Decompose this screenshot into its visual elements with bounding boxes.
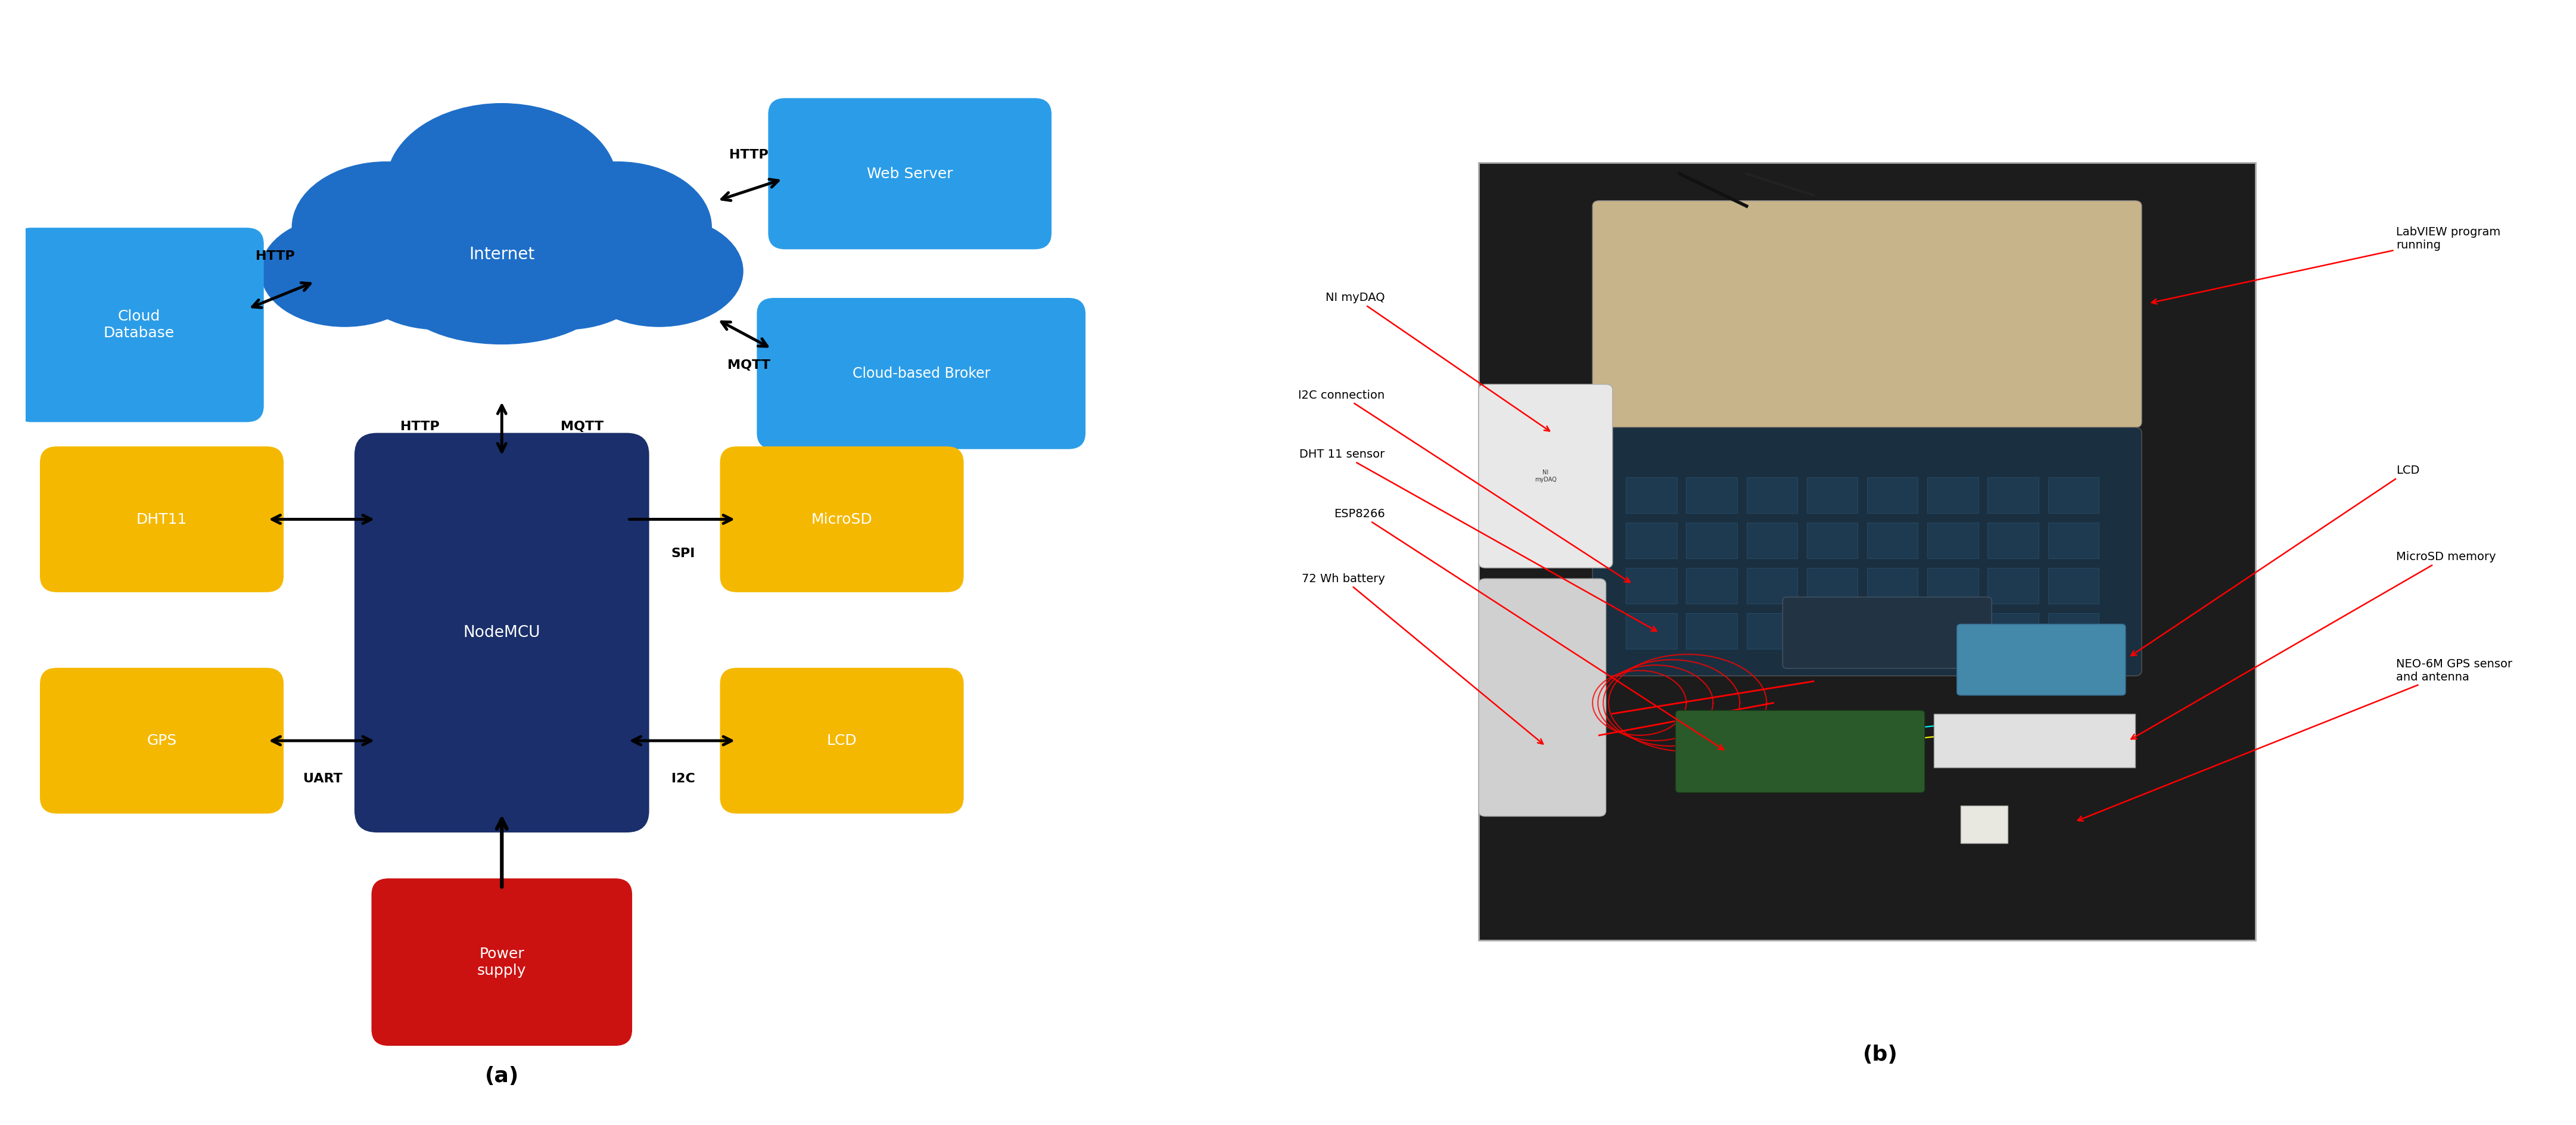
Bar [1935,713,2136,767]
Text: LCD: LCD [2130,465,2419,656]
Bar [1806,477,1857,513]
Ellipse shape [523,162,711,292]
FancyBboxPatch shape [1958,624,2125,695]
Text: HTTP: HTTP [729,148,768,161]
FancyBboxPatch shape [39,447,283,592]
Ellipse shape [574,216,742,326]
Bar [1747,568,1798,603]
Bar [1806,613,1857,649]
Ellipse shape [355,227,523,330]
Bar [1927,477,1978,513]
FancyBboxPatch shape [15,227,263,422]
Text: LCD: LCD [827,734,858,748]
Text: NodeMCU: NodeMCU [464,626,541,640]
Bar [1868,522,1919,558]
FancyBboxPatch shape [1592,200,2141,428]
FancyBboxPatch shape [355,433,649,832]
Bar [1960,806,2007,844]
Text: I2C: I2C [672,773,696,785]
Text: Cloud-based Broker: Cloud-based Broker [853,367,989,380]
Bar [1868,477,1919,513]
FancyBboxPatch shape [757,298,1084,449]
Bar [1989,613,2038,649]
Bar [2048,613,2099,649]
Bar [1747,477,1798,513]
FancyBboxPatch shape [721,668,963,813]
FancyBboxPatch shape [1592,428,2141,676]
Bar [1989,522,2038,558]
Text: GPS: GPS [147,734,178,748]
Text: HTTP: HTTP [255,251,294,262]
Text: DHT11: DHT11 [137,512,188,526]
Ellipse shape [291,162,482,292]
FancyBboxPatch shape [1674,711,1924,792]
Ellipse shape [482,227,649,330]
Bar [1927,568,1978,603]
Text: (a): (a) [484,1066,518,1087]
FancyBboxPatch shape [768,98,1051,250]
Bar [1927,613,1978,649]
Text: MicroSD memory: MicroSD memory [2130,551,2496,739]
Bar [1625,568,1677,603]
Bar [1989,568,2038,603]
Text: MQTT: MQTT [726,360,770,371]
Text: 72 Wh battery: 72 Wh battery [1301,573,1543,744]
Bar [1625,613,1677,649]
FancyBboxPatch shape [39,668,283,813]
FancyBboxPatch shape [721,447,963,592]
Text: LabVIEW program
running: LabVIEW program running [2151,226,2501,304]
Bar [1687,522,1736,558]
Ellipse shape [260,216,428,326]
Bar [2048,522,2099,558]
Text: MQTT: MQTT [562,421,603,432]
Bar [1868,613,1919,649]
Bar [1806,522,1857,558]
Bar [1747,522,1798,558]
Bar [2048,568,2099,603]
Text: UART: UART [304,773,343,785]
Bar [1687,568,1736,603]
Bar [1927,522,1978,558]
FancyBboxPatch shape [371,879,631,1046]
Text: SPI: SPI [672,548,696,559]
Text: NI myDAQ: NI myDAQ [1327,292,1551,431]
Text: ESP8266: ESP8266 [1334,508,1723,749]
Bar [1625,477,1677,513]
Text: Cloud
Database: Cloud Database [103,309,175,341]
Bar [1747,613,1798,649]
Bar [1868,568,1919,603]
Text: Web Server: Web Server [866,166,953,181]
Bar [1625,522,1677,558]
Bar [1989,477,2038,513]
Text: Internet: Internet [469,246,536,263]
FancyBboxPatch shape [1479,578,1605,817]
Text: Power
supply: Power supply [477,946,526,978]
Text: (b): (b) [1862,1044,1899,1064]
Text: DHT 11 sensor: DHT 11 sensor [1298,449,1656,631]
Text: HTTP: HTTP [399,421,440,432]
Bar [1806,568,1857,603]
Text: NI
myDAQ: NI myDAQ [1535,469,1556,483]
Bar [1687,613,1736,649]
FancyBboxPatch shape [1783,597,1991,668]
Text: MicroSD: MicroSD [811,512,873,526]
Text: I2C connection: I2C connection [1298,389,1631,583]
Bar [1687,477,1736,513]
Bar [1479,163,2257,940]
Text: NEO-6M GPS sensor
and antenna: NEO-6M GPS sensor and antenna [2079,658,2512,821]
FancyBboxPatch shape [1479,385,1613,568]
Ellipse shape [386,104,618,264]
Ellipse shape [397,242,608,344]
Bar [2048,477,2099,513]
